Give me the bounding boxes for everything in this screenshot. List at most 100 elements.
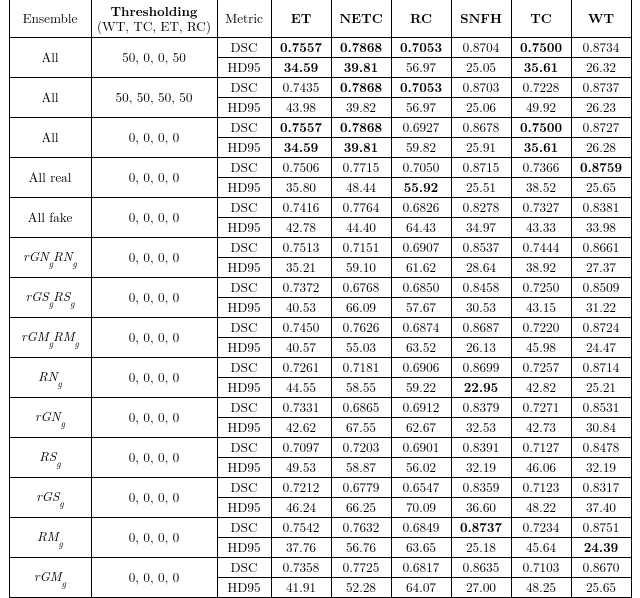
value-cell: 0.7513	[271, 238, 331, 258]
metric-cell: HD95	[217, 378, 271, 398]
value-cell: 0.7250	[511, 278, 571, 298]
value-cell: 39.81	[331, 138, 391, 158]
value-cell: 59.22	[391, 378, 451, 398]
ensemble-cell: rGSgRSg	[9, 278, 91, 318]
metric-cell: HD95	[217, 218, 271, 238]
value-cell: 31.22	[571, 298, 631, 318]
thresholding-cell: 0, 0, 0, 0	[91, 278, 217, 318]
table-row: All50, 0, 0, 50DSC0.75570.78680.70530.87…	[9, 38, 631, 58]
header-ensemble: Ensemble	[9, 0, 91, 38]
value-cell: 0.7715	[331, 158, 391, 178]
value-cell: 39.82	[331, 98, 391, 118]
metric-cell: HD95	[217, 498, 271, 518]
value-cell: 58.55	[331, 378, 391, 398]
value-cell: 25.21	[571, 378, 631, 398]
value-cell: 0.7557	[271, 118, 331, 138]
metric-cell: DSC	[217, 198, 271, 218]
value-cell: 64.43	[391, 218, 451, 238]
header-thr-line2: (WT, TC, ET, RC)	[97, 18, 211, 33]
table-row: rGNgRNg0, 0, 0, 0DSC0.75130.71510.69070.…	[9, 238, 631, 258]
header-col-0: ET	[271, 0, 331, 38]
value-cell: 0.8699	[451, 358, 511, 378]
metric-cell: DSC	[217, 358, 271, 378]
value-cell: 0.8379	[451, 398, 511, 418]
results-table: Ensemble Thresholding (WT, TC, ET, RC) M…	[9, 0, 632, 598]
value-cell: 0.7220	[511, 318, 571, 338]
value-cell: 38.52	[511, 178, 571, 198]
value-cell: 0.7868	[331, 38, 391, 58]
value-cell: 58.87	[331, 458, 391, 478]
thresholding-cell: 0, 0, 0, 0	[91, 198, 217, 238]
value-cell: 0.6768	[331, 278, 391, 298]
metric-cell: HD95	[217, 58, 271, 78]
value-cell: 0.7450	[271, 318, 331, 338]
value-cell: 30.84	[571, 418, 631, 438]
value-cell: 32.19	[571, 458, 631, 478]
thresholding-cell: 0, 0, 0, 0	[91, 358, 217, 398]
metric-cell: HD95	[217, 338, 271, 358]
value-cell: 56.97	[391, 98, 451, 118]
value-cell: 46.24	[271, 498, 331, 518]
thresholding-cell: 0, 0, 0, 0	[91, 318, 217, 358]
value-cell: 0.8391	[451, 438, 511, 458]
value-cell: 49.53	[271, 458, 331, 478]
value-cell: 48.22	[511, 498, 571, 518]
value-cell: 43.15	[511, 298, 571, 318]
metric-cell: HD95	[217, 298, 271, 318]
metric-cell: HD95	[217, 178, 271, 198]
header-col-4: TC	[511, 0, 571, 38]
value-cell: 46.06	[511, 458, 571, 478]
value-cell: 33.98	[571, 218, 631, 238]
value-cell: 0.8458	[451, 278, 511, 298]
table-row: RNg0, 0, 0, 0DSC0.72610.71810.69060.8699…	[9, 358, 631, 378]
thresholding-cell: 0, 0, 0, 0	[91, 398, 217, 438]
thresholding-cell: 0, 0, 0, 0	[91, 438, 217, 478]
value-cell: 35.21	[271, 258, 331, 278]
value-cell: 0.6874	[391, 318, 451, 338]
value-cell: 35.61	[511, 58, 571, 78]
value-cell: 0.7103	[511, 558, 571, 578]
value-cell: 0.8478	[571, 438, 631, 458]
value-cell: 27.00	[451, 578, 511, 598]
value-cell: 0.6849	[391, 518, 451, 538]
value-cell: 0.7228	[511, 78, 571, 98]
value-cell: 0.8737	[451, 518, 511, 538]
metric-cell: HD95	[217, 538, 271, 558]
value-cell: 34.59	[271, 138, 331, 158]
value-cell: 0.7366	[511, 158, 571, 178]
value-cell: 49.92	[511, 98, 571, 118]
table-row: rGSgRSg0, 0, 0, 0DSC0.73720.67680.68500.…	[9, 278, 631, 298]
metric-cell: DSC	[217, 518, 271, 538]
metric-cell: DSC	[217, 38, 271, 58]
header-metric: Metric	[217, 0, 271, 38]
value-cell: 0.7444	[511, 238, 571, 258]
value-cell: 44.55	[271, 378, 331, 398]
value-cell: 0.7127	[511, 438, 571, 458]
ensemble-cell: rGSg	[9, 478, 91, 518]
metric-cell: DSC	[217, 238, 271, 258]
value-cell: 0.8704	[451, 38, 511, 58]
thresholding-cell: 0, 0, 0, 0	[91, 238, 217, 278]
value-cell: 37.76	[271, 538, 331, 558]
value-cell: 43.98	[271, 98, 331, 118]
value-cell: 62.67	[391, 418, 451, 438]
metric-cell: DSC	[217, 398, 271, 418]
value-cell: 45.64	[511, 538, 571, 558]
ensemble-cell: All	[9, 78, 91, 118]
value-cell: 0.8714	[571, 358, 631, 378]
value-cell: 0.8661	[571, 238, 631, 258]
header-row: Ensemble Thresholding (WT, TC, ET, RC) M…	[9, 0, 631, 38]
value-cell: 0.8317	[571, 478, 631, 498]
value-cell: 45.98	[511, 338, 571, 358]
value-cell: 0.6907	[391, 238, 451, 258]
table-row: All50, 50, 50, 50DSC0.74350.78680.70530.…	[9, 78, 631, 98]
table-row: RMg0, 0, 0, 0DSC0.75420.76320.68490.8737…	[9, 518, 631, 538]
table-row: All fake0, 0, 0, 0DSC0.74160.77640.68260…	[9, 198, 631, 218]
value-cell: 25.51	[451, 178, 511, 198]
value-cell: 59.10	[331, 258, 391, 278]
value-cell: 0.6547	[391, 478, 451, 498]
value-cell: 0.7868	[331, 118, 391, 138]
value-cell: 0.8278	[451, 198, 511, 218]
value-cell: 0.7097	[271, 438, 331, 458]
value-cell: 39.81	[331, 58, 391, 78]
